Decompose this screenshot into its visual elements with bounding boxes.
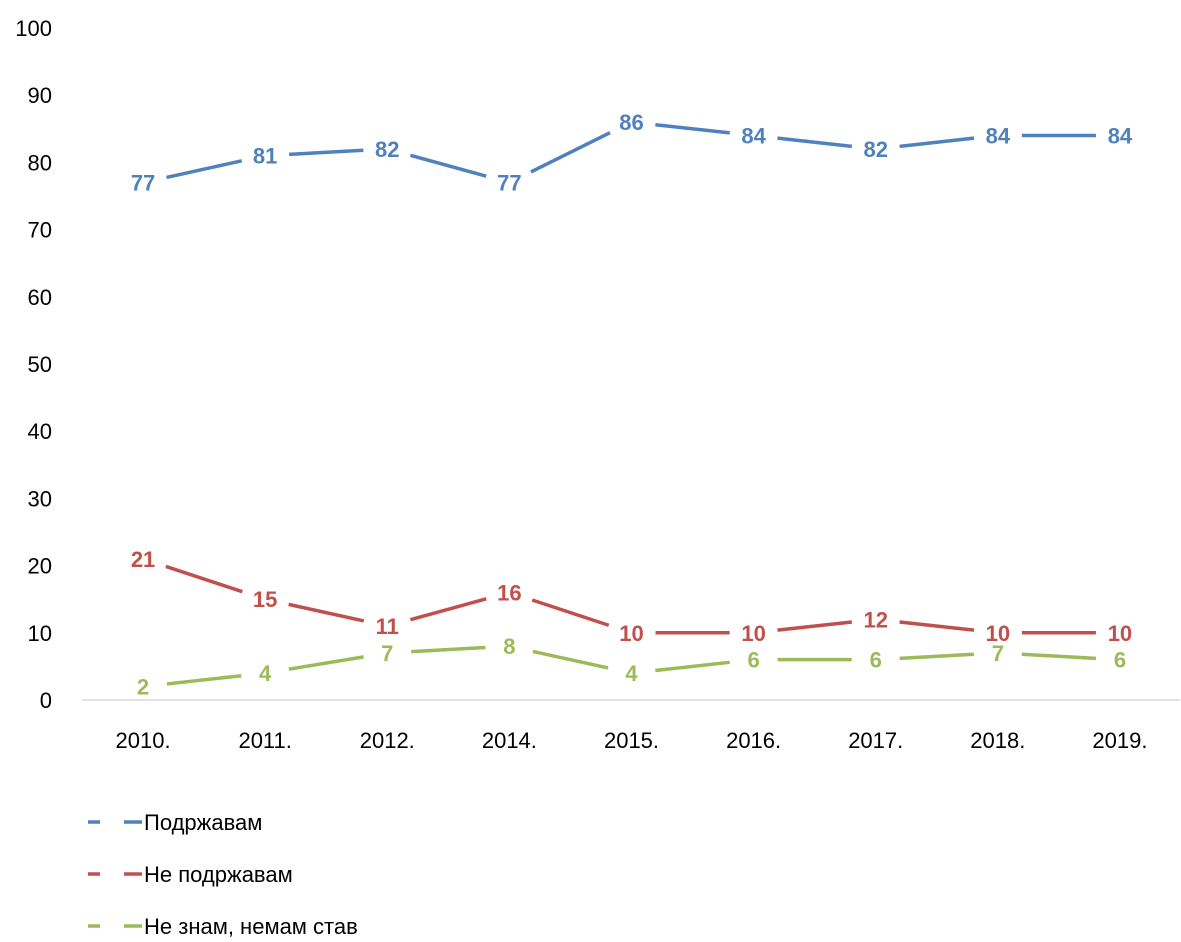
legend-label: Не подржавам <box>144 862 293 887</box>
legend-label: Не знам, немам став <box>144 914 358 939</box>
data-label: 84 <box>986 124 1011 149</box>
series-line-segment <box>1021 652 1097 661</box>
series-line-segment <box>655 660 730 673</box>
data-label: 21 <box>131 547 155 572</box>
data-label: 6 <box>1114 648 1126 673</box>
x-tick-label: 2011. <box>238 728 291 753</box>
series-line-segment <box>411 645 486 654</box>
x-tick-label: 2014. <box>482 728 537 753</box>
y-tick-label: 90 <box>28 83 52 108</box>
y-tick-label: 10 <box>28 621 52 646</box>
y-tick-label: 80 <box>28 150 52 175</box>
series-line-segment <box>777 136 853 149</box>
series-line-segment <box>899 652 974 661</box>
data-label: 6 <box>870 648 882 673</box>
data-label: 7 <box>381 641 393 666</box>
series-line-segment <box>288 655 364 671</box>
y-tick-label: 20 <box>28 554 52 579</box>
x-tick-label: 2019. <box>1092 728 1147 753</box>
legend-item: Не знам, немам став <box>88 914 358 939</box>
data-label: 12 <box>863 607 887 632</box>
y-tick-label: 60 <box>28 285 52 310</box>
data-label: 10 <box>619 621 643 646</box>
legend-label: Подржавам <box>144 810 262 835</box>
data-label: 10 <box>741 621 765 646</box>
series-line-segment <box>532 649 609 670</box>
series-line-segment <box>530 131 611 174</box>
data-label: 6 <box>747 648 759 673</box>
series-line-segment <box>165 564 243 594</box>
series-line-segment <box>899 136 975 149</box>
data-label: 82 <box>375 137 399 162</box>
data-label: 84 <box>741 124 766 149</box>
series-line-segment <box>409 597 487 622</box>
data-label: 81 <box>253 144 277 169</box>
series-line-segment <box>166 159 243 180</box>
series-line-segment <box>166 674 242 686</box>
series-line-segment <box>655 122 730 135</box>
series-2: 2 4 7 8 4 6 6 7 6 <box>137 634 1126 699</box>
data-label: 10 <box>986 621 1010 646</box>
x-tick-label: 2015. <box>604 728 659 753</box>
data-label: 4 <box>259 661 272 686</box>
data-label: 82 <box>863 137 887 162</box>
series-line-segment <box>777 620 853 632</box>
data-label: 10 <box>1108 621 1132 646</box>
y-tick-label: 0 <box>40 688 52 713</box>
y-axis: 0 10 20 30 40 50 60 70 80 90 100 <box>15 16 52 713</box>
data-label: 77 <box>131 171 155 196</box>
data-label: 15 <box>253 587 277 612</box>
data-label: 11 <box>376 614 399 639</box>
x-axis: 2010. 2011. 2012. 2014. 2015. 2016. 2017. 2018.… <box>82 699 1180 753</box>
series-line-segment <box>409 153 487 178</box>
y-tick-label: 100 <box>15 16 52 41</box>
series-line-segment <box>288 602 365 623</box>
data-label: 84 <box>1108 124 1133 149</box>
legend-item: Не подржавам <box>88 862 293 887</box>
data-label: 8 <box>503 634 515 659</box>
series-line-segment <box>289 148 364 157</box>
data-label: 2 <box>137 675 149 700</box>
data-label: 86 <box>619 110 643 135</box>
x-tick-label: 2017. <box>848 728 903 753</box>
y-tick-label: 70 <box>28 218 52 243</box>
x-tick-label: 2010. <box>116 728 171 753</box>
series-line-segment <box>531 598 610 627</box>
x-tick-label: 2012. <box>360 728 415 753</box>
series-line-segment <box>899 620 975 632</box>
series-1: 21 15 11 16 10 10 12 10 10 <box>131 547 1132 646</box>
x-tick-label: 2018. <box>970 728 1025 753</box>
legend-item: Подржавам <box>88 810 262 835</box>
y-tick-label: 40 <box>28 419 52 444</box>
y-tick-label: 50 <box>28 352 52 377</box>
data-label: 7 <box>992 641 1004 666</box>
data-label: 77 <box>497 171 521 196</box>
series-0: 77 81 82 77 86 84 82 84 84 <box>131 110 1133 195</box>
y-tick-label: 30 <box>28 486 52 511</box>
x-tick-label: 2016. <box>726 728 781 753</box>
legend: Подржавам Не подржавам Не знам, немам став <box>88 810 358 939</box>
data-label: 16 <box>497 580 521 605</box>
data-label: 4 <box>625 661 638 686</box>
